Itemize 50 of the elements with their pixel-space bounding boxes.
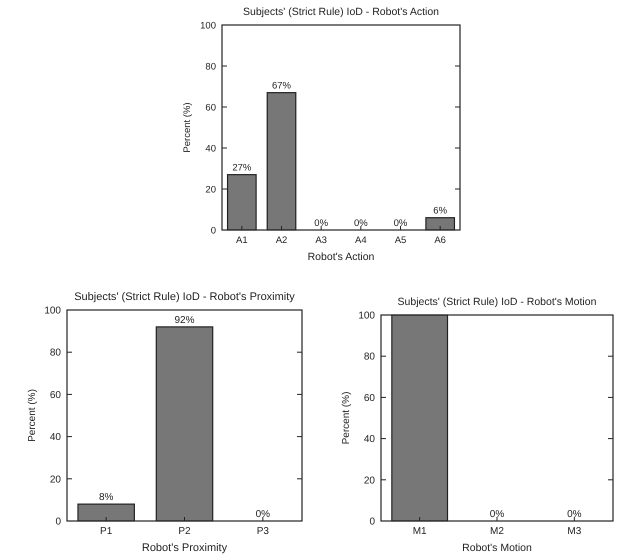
y-tick-label: 80 xyxy=(364,352,376,363)
chart-title: Subjects' (Strict Rule) IoD - Robot's Proximity xyxy=(74,291,296,303)
data-label: 0% xyxy=(567,509,582,520)
y-tick-label: 40 xyxy=(364,434,376,446)
y-tick-label: 20 xyxy=(205,184,216,196)
data-label: 0% xyxy=(256,509,270,520)
y-axis-title: Percent (%) xyxy=(341,392,352,444)
y-tick-label: 0 xyxy=(369,516,376,528)
x-tick-label: A6 xyxy=(434,235,446,246)
y-tick-label: 40 xyxy=(205,143,216,154)
y-tick-label: 100 xyxy=(358,310,376,322)
y-tick-label: 100 xyxy=(200,20,216,32)
y-tick-label: 0 xyxy=(55,516,62,528)
data-label: 27% xyxy=(232,162,252,174)
y-tick-label: 20 xyxy=(50,474,62,486)
y-tick-label: 40 xyxy=(50,432,62,444)
data-label: 92% xyxy=(174,314,195,326)
y-tick-label: 80 xyxy=(50,348,62,359)
x-tick-label: P3 xyxy=(256,526,270,537)
x-tick-label: M2 xyxy=(490,526,504,537)
y-tick-label: 60 xyxy=(364,392,376,404)
data-label: 0% xyxy=(354,218,368,229)
x-axis-title: Robot's Action xyxy=(308,251,375,263)
chart-title: Subjects' (Strict Rule) IoD - Robot's Action xyxy=(243,6,440,18)
data-label: 67% xyxy=(272,80,292,92)
y-tick-label: 60 xyxy=(50,390,62,401)
y-tick-label: 100 xyxy=(44,306,62,316)
x-axis-title: Robot's Motion xyxy=(462,542,532,554)
x-tick-label: A5 xyxy=(394,235,406,246)
data-label: 0% xyxy=(314,218,329,229)
data-label: 6% xyxy=(433,206,448,217)
x-tick-label: M3 xyxy=(567,526,582,537)
x-tick-label: M1 xyxy=(412,526,428,537)
y-tick-label: 0 xyxy=(210,225,216,236)
y-axis-title: Percent (%) xyxy=(182,102,193,153)
y-tick-label: 60 xyxy=(205,102,216,114)
x-tick-label: A2 xyxy=(276,235,288,246)
x-tick-label: A1 xyxy=(236,235,248,246)
x-tick-label: P1 xyxy=(100,526,113,537)
data-label: 0% xyxy=(394,218,408,229)
data-label: 0% xyxy=(490,509,504,520)
y-axis-title: Percent (%) xyxy=(27,389,38,442)
data-label: 8% xyxy=(98,492,114,504)
x-tick-label: P2 xyxy=(178,526,192,537)
x-tick-label: A3 xyxy=(315,235,327,246)
x-tick-label: A4 xyxy=(355,235,367,246)
x-axis-title: Robot's Proximity xyxy=(142,542,228,554)
y-tick-label: 80 xyxy=(205,61,216,72)
chart-title: Subjects' (Strict Rule) IoD - Robot's Motion xyxy=(398,296,597,308)
y-tick-label: 20 xyxy=(364,475,376,486)
